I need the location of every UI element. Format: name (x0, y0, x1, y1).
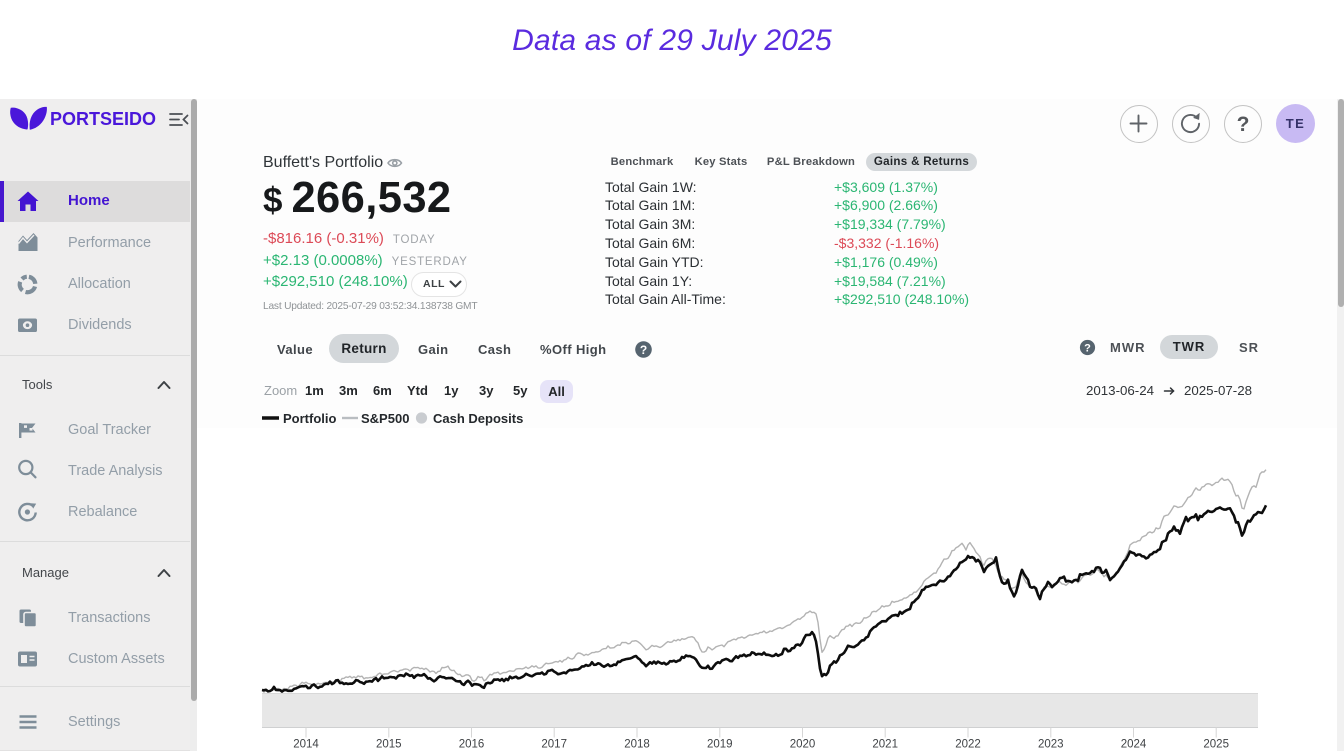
svg-text:2014: 2014 (293, 739, 319, 751)
svg-text:2018: 2018 (624, 739, 650, 751)
svg-text:2019: 2019 (707, 739, 733, 751)
svg-text:?: ? (1237, 113, 1250, 136)
svg-text:2022: 2022 (955, 739, 981, 751)
svg-text:2025: 2025 (1203, 739, 1229, 751)
svg-text:2015: 2015 (376, 739, 402, 751)
svg-text:2023: 2023 (1038, 739, 1064, 751)
svg-text:?: ? (1084, 342, 1091, 354)
svg-text:2021: 2021 (872, 739, 898, 751)
svg-text:?: ? (640, 343, 647, 357)
svg-text:2017: 2017 (541, 739, 567, 751)
svg-text:2016: 2016 (459, 739, 485, 751)
svg-text:2024: 2024 (1121, 739, 1147, 751)
svg-text:2020: 2020 (790, 739, 816, 751)
